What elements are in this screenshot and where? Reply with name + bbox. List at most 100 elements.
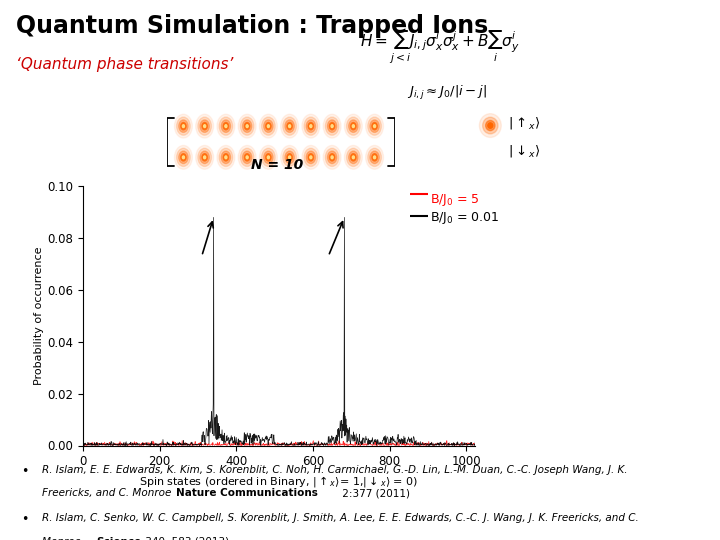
Circle shape [204, 156, 206, 159]
Circle shape [179, 120, 188, 132]
Circle shape [372, 123, 377, 130]
Circle shape [259, 145, 277, 169]
Circle shape [281, 145, 299, 169]
Y-axis label: Probability of occurrence: Probability of occurrence [35, 247, 45, 385]
Circle shape [219, 148, 233, 166]
Circle shape [264, 151, 273, 164]
Text: B/J$_0$ = 5: B/J$_0$ = 5 [430, 192, 480, 208]
Circle shape [370, 120, 379, 132]
Circle shape [488, 123, 492, 128]
Circle shape [368, 117, 382, 135]
Circle shape [246, 156, 248, 159]
Circle shape [217, 145, 235, 169]
Circle shape [373, 124, 376, 128]
Circle shape [219, 117, 233, 135]
Text: Freericks, and C. Monroe: Freericks, and C. Monroe [42, 488, 175, 498]
Text: ‘Quantum phase transitions’: ‘Quantum phase transitions’ [16, 57, 233, 72]
Circle shape [373, 156, 376, 159]
Circle shape [480, 113, 501, 137]
Circle shape [261, 117, 275, 135]
Circle shape [240, 117, 254, 135]
Circle shape [482, 117, 498, 134]
Circle shape [196, 114, 214, 138]
Circle shape [259, 114, 277, 138]
Text: Quantum Simulation : Trapped Ions: Quantum Simulation : Trapped Ions [16, 14, 488, 37]
Circle shape [225, 124, 228, 128]
Circle shape [283, 117, 297, 135]
Circle shape [288, 156, 291, 159]
Circle shape [267, 125, 269, 127]
Circle shape [196, 145, 214, 169]
Circle shape [223, 123, 229, 130]
Circle shape [302, 114, 320, 138]
Circle shape [306, 151, 315, 164]
Circle shape [283, 148, 297, 166]
Text: 2:377 (2011): 2:377 (2011) [339, 488, 410, 498]
Circle shape [348, 120, 358, 132]
Circle shape [304, 148, 318, 166]
Circle shape [281, 114, 299, 138]
Circle shape [174, 145, 192, 169]
Circle shape [328, 120, 337, 132]
Circle shape [352, 156, 354, 159]
Circle shape [202, 123, 207, 130]
Text: $|\uparrow_x\rangle$: $|\uparrow_x\rangle$ [508, 114, 540, 131]
Circle shape [331, 125, 333, 127]
Circle shape [287, 123, 292, 130]
Circle shape [308, 154, 314, 161]
Circle shape [217, 114, 235, 138]
Circle shape [287, 154, 292, 161]
Circle shape [267, 124, 270, 128]
Circle shape [325, 148, 339, 166]
Circle shape [329, 154, 335, 161]
Circle shape [204, 125, 206, 127]
Circle shape [323, 114, 341, 138]
Circle shape [374, 156, 376, 159]
Circle shape [372, 154, 377, 161]
Circle shape [310, 124, 312, 128]
Circle shape [198, 148, 212, 166]
Circle shape [203, 156, 206, 159]
Circle shape [344, 114, 362, 138]
Circle shape [289, 156, 291, 159]
Circle shape [352, 156, 355, 159]
Text: R. Islam, C. Senko, W. C. Campbell, S. Korenblit, J. Smith, A. Lee, E. E. Edward: R. Islam, C. Senko, W. C. Campbell, S. K… [42, 513, 639, 523]
Circle shape [225, 125, 227, 127]
Circle shape [374, 125, 376, 127]
Circle shape [267, 156, 270, 159]
Circle shape [289, 125, 291, 127]
Text: B/J$_0$ = 0.01: B/J$_0$ = 0.01 [430, 210, 500, 226]
Circle shape [238, 145, 256, 169]
Circle shape [329, 123, 335, 130]
Text: Science: Science [96, 537, 141, 540]
Circle shape [323, 145, 341, 169]
Circle shape [181, 154, 186, 161]
Circle shape [348, 151, 358, 164]
Circle shape [310, 156, 312, 159]
Text: N = 10: N = 10 [251, 158, 303, 172]
Text: $H = \sum_{j<i} J_{i,j}\sigma_x^i\sigma_x^j + B\sum_i \sigma_y^i$: $H = \sum_{j<i} J_{i,j}\sigma_x^i\sigma_… [360, 30, 520, 66]
Text: •: • [22, 464, 29, 478]
Circle shape [243, 151, 252, 164]
Text: Nature Communications: Nature Communications [176, 488, 318, 498]
Circle shape [310, 156, 312, 159]
Circle shape [225, 156, 227, 159]
Circle shape [328, 151, 337, 164]
Circle shape [181, 123, 186, 130]
Circle shape [285, 151, 294, 164]
Text: Monroe,: Monroe, [42, 537, 88, 540]
Circle shape [308, 123, 314, 130]
Circle shape [244, 154, 250, 161]
Circle shape [238, 114, 256, 138]
Circle shape [366, 114, 384, 138]
Circle shape [246, 124, 248, 128]
Circle shape [486, 120, 495, 131]
Circle shape [243, 120, 252, 132]
Circle shape [267, 156, 269, 159]
Circle shape [202, 154, 207, 161]
X-axis label: Spin states (ordered in Binary, $|\uparrow_x\rangle$= 1,$|\downarrow_x\rangle$ =: Spin states (ordered in Binary, $|\uparr… [140, 474, 418, 489]
Circle shape [200, 120, 210, 132]
Circle shape [370, 151, 379, 164]
Circle shape [344, 145, 362, 169]
Circle shape [368, 148, 382, 166]
